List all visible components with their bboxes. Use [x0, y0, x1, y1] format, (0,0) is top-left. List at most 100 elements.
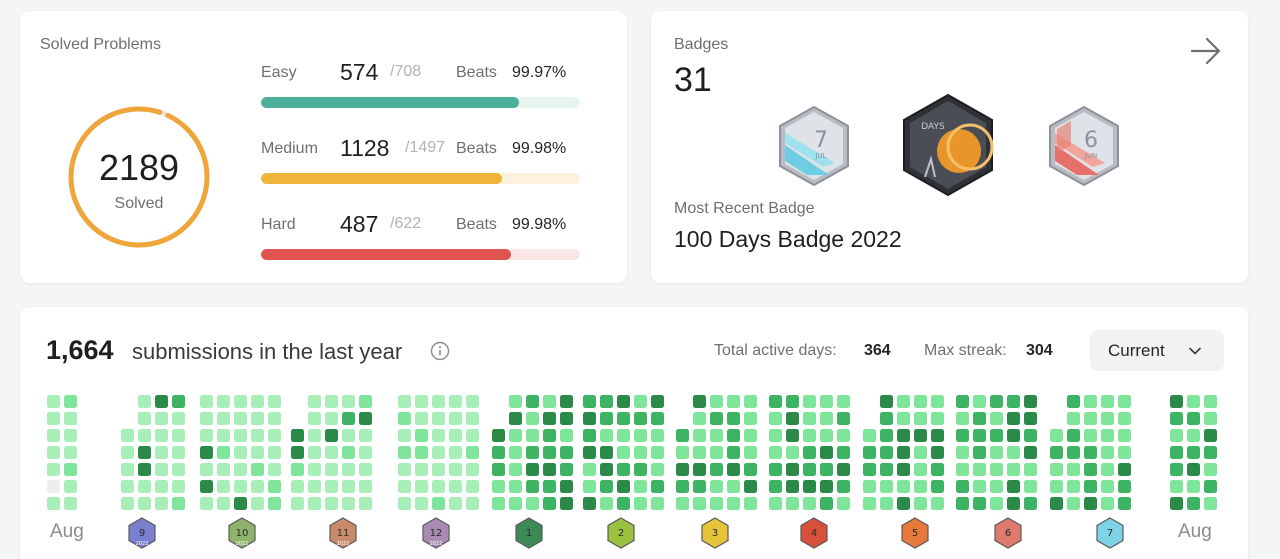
heatmap-cell[interactable] [251, 412, 264, 425]
heatmap-cell[interactable] [914, 395, 927, 408]
heatmap-cell[interactable] [325, 412, 338, 425]
jun-badge-icon[interactable]: 6 JUN [1047, 105, 1121, 187]
heatmap-cell[interactable] [509, 395, 522, 408]
heatmap-cell[interactable] [1187, 429, 1200, 442]
heatmap-cell[interactable] [155, 463, 168, 476]
heatmap-cell[interactable] [234, 463, 247, 476]
heatmap-cell[interactable] [693, 463, 706, 476]
heatmap-cell[interactable] [820, 497, 833, 510]
heatmap-cell[interactable] [931, 395, 944, 408]
heatmap-cell[interactable] [251, 429, 264, 442]
heatmap-cell[interactable] [956, 463, 969, 476]
heatmap-cell[interactable] [583, 497, 596, 510]
heatmap-cell[interactable] [415, 395, 428, 408]
heatmap-cell[interactable] [234, 412, 247, 425]
heatmap-cell[interactable] [1170, 463, 1183, 476]
heatmap-cell[interactable] [1050, 429, 1063, 442]
heatmap-cell[interactable] [837, 395, 850, 408]
heatmap-cell[interactable] [956, 497, 969, 510]
heatmap-cell[interactable] [509, 446, 522, 459]
heatmap-cell[interactable] [526, 412, 539, 425]
heatmap-cell[interactable] [583, 395, 596, 408]
heatmap-cell[interactable] [744, 446, 757, 459]
monthly-badge-icon[interactable]: 10 2022 [227, 517, 257, 549]
heatmap-cell[interactable] [1118, 395, 1131, 408]
heatmap-cell[interactable] [1084, 480, 1097, 493]
heatmap-cell[interactable] [398, 480, 411, 493]
heatmap-cell[interactable] [651, 463, 664, 476]
heatmap-cell[interactable] [47, 395, 60, 408]
heatmap-cell[interactable] [492, 480, 505, 493]
heatmap-cell[interactable] [432, 395, 445, 408]
heatmap-cell[interactable] [880, 395, 893, 408]
heatmap-cell[interactable] [359, 412, 372, 425]
heatmap-cell[interactable] [172, 480, 185, 493]
heatmap-cell[interactable] [268, 497, 281, 510]
heatmap-cell[interactable] [803, 429, 816, 442]
heatmap-cell[interactable] [914, 446, 927, 459]
heatmap-cell[interactable] [1067, 497, 1080, 510]
heatmap-cell[interactable] [155, 446, 168, 459]
heatmap-cell[interactable] [308, 463, 321, 476]
heatmap-cell[interactable] [931, 429, 944, 442]
heatmap-cell[interactable] [560, 446, 573, 459]
heatmap-cell[interactable] [990, 497, 1003, 510]
heatmap-cell[interactable] [560, 395, 573, 408]
heatmap-cell[interactable] [931, 497, 944, 510]
heatmap-cell[interactable] [1024, 412, 1037, 425]
heatmap-cell[interactable] [803, 446, 816, 459]
heatmap-cell[interactable] [769, 446, 782, 459]
heatmap-cell[interactable] [415, 412, 428, 425]
heatmap-cell[interactable] [744, 497, 757, 510]
heatmap-cell[interactable] [1067, 446, 1080, 459]
heatmap-cell[interactable] [172, 429, 185, 442]
heatmap-cell[interactable] [803, 395, 816, 408]
heatmap-cell[interactable] [744, 412, 757, 425]
heatmap-cell[interactable] [342, 429, 355, 442]
heatmap-cell[interactable] [634, 497, 647, 510]
heatmap-cell[interactable] [526, 463, 539, 476]
heatmap-cell[interactable] [1024, 446, 1037, 459]
heatmap-cell[interactable] [880, 463, 893, 476]
heatmap-cell[interactable] [234, 497, 247, 510]
heatmap-cell[interactable] [466, 497, 479, 510]
heatmap-cell[interactable] [897, 463, 910, 476]
heatmap-cell[interactable] [837, 446, 850, 459]
heatmap-cell[interactable] [234, 395, 247, 408]
heatmap-cell[interactable] [526, 429, 539, 442]
heatmap-cell[interactable] [155, 429, 168, 442]
heatmap-cell[interactable] [863, 480, 876, 493]
heatmap-cell[interactable] [415, 463, 428, 476]
heatmap-cell[interactable] [617, 463, 630, 476]
heatmap-cell[interactable] [990, 429, 1003, 442]
heatmap-cell[interactable] [651, 429, 664, 442]
heatmap-cell[interactable] [769, 480, 782, 493]
heatmap-cell[interactable] [172, 412, 185, 425]
heatmap-cell[interactable] [138, 412, 151, 425]
heatmap-cell[interactable] [973, 446, 986, 459]
info-icon[interactable] [430, 341, 450, 361]
heatmap-cell[interactable] [634, 412, 647, 425]
heatmap-cell[interactable] [786, 480, 799, 493]
heatmap-cell[interactable] [786, 463, 799, 476]
heatmap-cell[interactable] [543, 497, 556, 510]
heatmap-cell[interactable] [676, 446, 689, 459]
heatmap-cell[interactable] [342, 395, 355, 408]
heatmap-cell[interactable] [64, 412, 77, 425]
heatmap-cell[interactable] [693, 446, 706, 459]
heatmap-cell[interactable] [693, 395, 706, 408]
heatmap-cell[interactable] [560, 497, 573, 510]
heatmap-cell[interactable] [1101, 480, 1114, 493]
heatmap-cell[interactable] [325, 480, 338, 493]
heatmap-cell[interactable] [466, 480, 479, 493]
heatmap-cell[interactable] [1118, 497, 1131, 510]
heatmap-cell[interactable] [651, 412, 664, 425]
heatmap-cell[interactable] [1187, 497, 1200, 510]
heatmap-cell[interactable] [727, 497, 740, 510]
heatmap-cell[interactable] [1187, 395, 1200, 408]
heatmap-cell[interactable] [634, 395, 647, 408]
heatmap-cell[interactable] [863, 429, 876, 442]
heatmap-cell[interactable] [973, 395, 986, 408]
period-select[interactable]: Current [1090, 330, 1224, 371]
heatmap-cell[interactable] [234, 429, 247, 442]
